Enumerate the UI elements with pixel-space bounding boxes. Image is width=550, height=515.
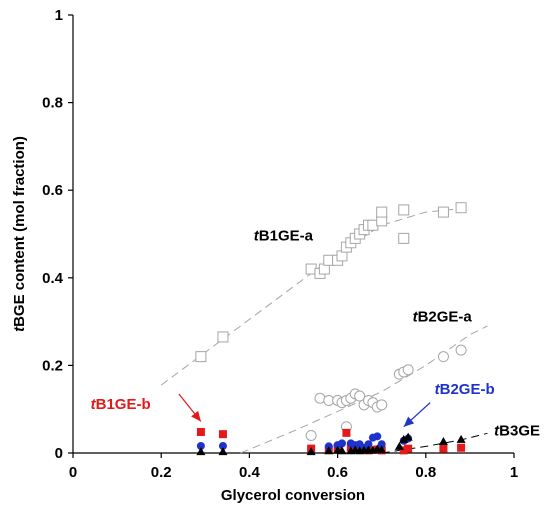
data-point xyxy=(196,441,205,450)
data-point xyxy=(457,443,466,452)
data-point xyxy=(394,441,404,450)
data-point xyxy=(438,437,448,446)
data-point xyxy=(437,206,449,218)
data-point xyxy=(373,432,382,441)
annotations: tB1GE-a tB2GE-a tB1GE-b tB2GE-b tB3GE xyxy=(91,228,540,440)
y-tick-label: 0.2 xyxy=(42,357,63,374)
data-point xyxy=(306,447,316,456)
data-point xyxy=(455,202,467,214)
label-tB2GE-b: tB2GE-b xyxy=(435,381,495,398)
y-axis-title-rest: BGE content (mol fraction) xyxy=(11,136,28,327)
trend-line xyxy=(240,325,488,454)
y-tick-label: 0.4 xyxy=(42,270,64,287)
data-point xyxy=(456,434,466,443)
arrow-tB1GE-b xyxy=(178,393,202,422)
data-point xyxy=(377,440,386,449)
data-point xyxy=(376,206,388,218)
data-point xyxy=(404,444,413,453)
x-tick-label: 0.8 xyxy=(415,464,436,481)
arrows xyxy=(178,393,431,428)
data-point xyxy=(439,444,448,453)
data-point xyxy=(338,439,347,448)
series-tB1GE-a xyxy=(195,202,467,363)
data-point xyxy=(195,351,207,363)
trend-line xyxy=(160,207,470,386)
data-point xyxy=(217,331,229,343)
x-tick-label: 0.6 xyxy=(327,464,348,481)
y-tick-label: 0 xyxy=(55,445,63,462)
data-point xyxy=(218,447,228,456)
data-point xyxy=(398,232,410,244)
x-tick-label: 1 xyxy=(510,464,518,481)
y-axis-title: tBGE content (mol fraction) xyxy=(11,136,28,332)
data-point xyxy=(337,446,347,455)
data-point xyxy=(377,445,387,454)
data-point xyxy=(399,446,408,455)
data-point xyxy=(398,204,410,216)
trend-lines xyxy=(160,207,488,454)
data-point xyxy=(342,428,351,437)
trend-line xyxy=(381,432,488,454)
data-point xyxy=(399,434,409,443)
markers xyxy=(195,202,467,456)
label-tB3GE: tB3GE xyxy=(494,422,540,439)
data-point xyxy=(403,432,413,441)
data-point xyxy=(196,427,205,436)
y-tick-label: 0.6 xyxy=(42,182,63,199)
label-tB1GE-a: tB1GE-a xyxy=(254,228,314,245)
data-point xyxy=(437,351,449,363)
x-tick-label: 0.4 xyxy=(239,464,261,481)
data-point xyxy=(218,430,227,439)
y-axis-title-italic: t xyxy=(11,326,28,332)
x-tick-label: 0.2 xyxy=(151,464,172,481)
data-point xyxy=(218,441,227,450)
y-tick-label: 0.8 xyxy=(42,95,63,112)
series-tB3GE xyxy=(196,432,466,456)
data-point xyxy=(324,446,334,455)
data-point xyxy=(364,440,373,449)
x-ticks: 0 0.2 0.4 0.6 0.8 1 xyxy=(69,453,518,481)
x-axis-title: Glycerol conversion xyxy=(221,487,365,504)
data-point xyxy=(376,399,388,411)
y-tick-label: 1 xyxy=(55,7,63,24)
label-tB1GE-b: tB1GE-b xyxy=(91,396,151,413)
plot-frame xyxy=(72,15,514,454)
data-point xyxy=(455,344,467,356)
arrow-tB2GE-b xyxy=(403,402,431,428)
series-tB2GE-a xyxy=(305,344,467,441)
x-tick-label: 0 xyxy=(69,464,77,481)
data-point xyxy=(354,390,366,402)
label-tB2GE-a: tB2GE-a xyxy=(413,309,473,326)
y-ticks: 0 0.2 0.4 0.6 0.8 1 xyxy=(42,7,73,462)
data-point xyxy=(305,429,317,441)
data-point xyxy=(196,447,206,456)
data-point xyxy=(402,364,414,376)
